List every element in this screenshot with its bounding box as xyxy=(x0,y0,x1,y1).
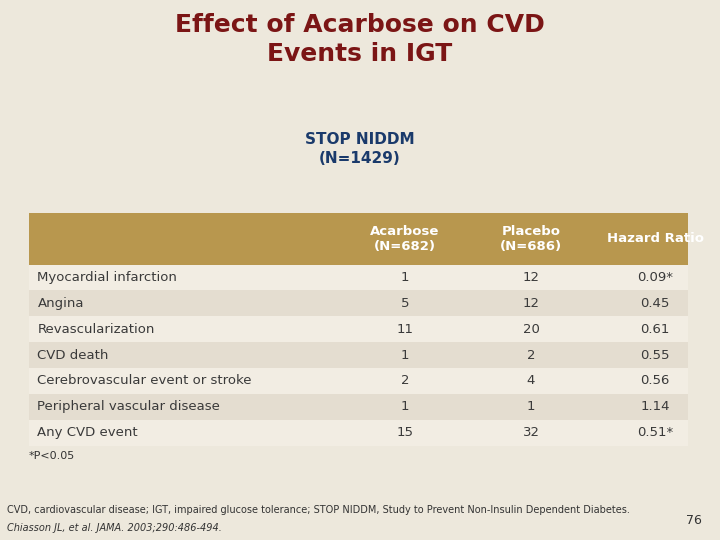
Text: Effect of Acarbose on CVD
Events in IGT: Effect of Acarbose on CVD Events in IGT xyxy=(175,14,545,66)
Text: Peripheral vascular disease: Peripheral vascular disease xyxy=(37,400,220,413)
Bar xyxy=(29,213,688,265)
Text: Acarbose
(N=682): Acarbose (N=682) xyxy=(370,225,440,253)
Text: 4: 4 xyxy=(527,374,535,387)
Text: 12: 12 xyxy=(523,271,539,284)
Text: Angina: Angina xyxy=(37,297,84,310)
Text: Placebo
(N=686): Placebo (N=686) xyxy=(500,225,562,253)
Text: 5: 5 xyxy=(401,297,409,310)
Text: Any CVD event: Any CVD event xyxy=(37,426,138,439)
Text: 1.14: 1.14 xyxy=(641,400,670,413)
Text: 0.55: 0.55 xyxy=(641,348,670,362)
Text: 76: 76 xyxy=(686,514,702,526)
Text: 1: 1 xyxy=(401,348,409,362)
Text: 0.61: 0.61 xyxy=(641,323,670,336)
Text: 0.09*: 0.09* xyxy=(637,271,673,284)
Text: Revascularization: Revascularization xyxy=(37,323,155,336)
Bar xyxy=(29,420,688,446)
Text: 2: 2 xyxy=(527,348,535,362)
Bar xyxy=(29,265,688,291)
Text: 1: 1 xyxy=(401,271,409,284)
Bar xyxy=(29,342,688,368)
Text: 1: 1 xyxy=(401,400,409,413)
Bar xyxy=(29,316,688,342)
Bar xyxy=(29,368,688,394)
Text: 0.45: 0.45 xyxy=(641,297,670,310)
Text: 0.51*: 0.51* xyxy=(637,426,673,439)
Text: *P<0.05: *P<0.05 xyxy=(29,451,75,461)
Text: STOP NIDDM
(N=1429): STOP NIDDM (N=1429) xyxy=(305,132,415,166)
Text: 11: 11 xyxy=(397,323,413,336)
Text: 1: 1 xyxy=(527,400,535,413)
Text: 32: 32 xyxy=(523,426,539,439)
Text: Hazard Ratio: Hazard Ratio xyxy=(607,232,703,246)
Text: CVD death: CVD death xyxy=(37,348,109,362)
Text: 15: 15 xyxy=(397,426,413,439)
Text: 12: 12 xyxy=(523,297,539,310)
Text: 0.56: 0.56 xyxy=(641,374,670,387)
Text: Myocardial infarction: Myocardial infarction xyxy=(37,271,177,284)
Text: CVD, cardiovascular disease; IGT, impaired glucose tolerance; STOP NIDDM, Study : CVD, cardiovascular disease; IGT, impair… xyxy=(7,505,630,515)
Text: 20: 20 xyxy=(523,323,539,336)
Bar xyxy=(29,394,688,420)
Text: Cerebrovascular event or stroke: Cerebrovascular event or stroke xyxy=(37,374,252,387)
Text: Chiasson JL, et al. JAMA. 2003;290:486-494.: Chiasson JL, et al. JAMA. 2003;290:486-4… xyxy=(7,523,222,533)
Bar xyxy=(29,291,688,316)
Text: 2: 2 xyxy=(401,374,409,387)
